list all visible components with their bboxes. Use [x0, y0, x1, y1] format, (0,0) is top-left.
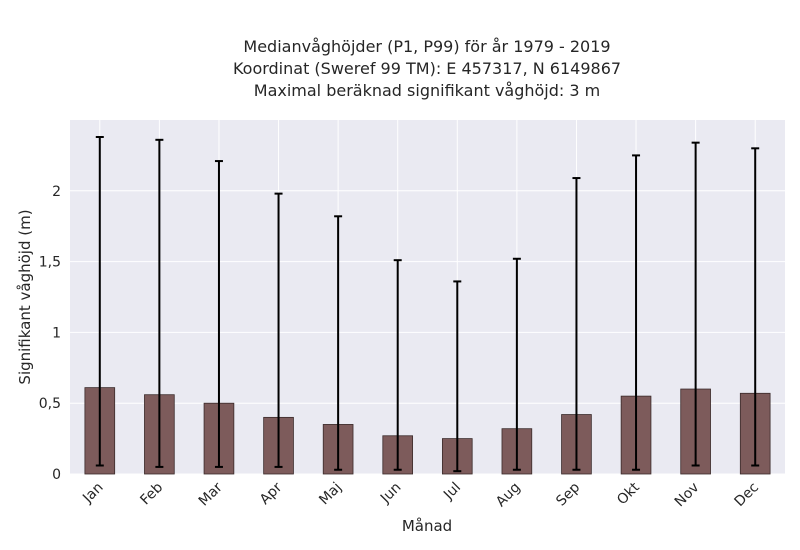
error-bar-jul — [453, 280, 462, 473]
x-tick-labels: Jan Feb Mar Apr Maj Jun Jul Aug Sep Okt Nov Dec — [79, 479, 762, 510]
x-tick-label: Okt — [614, 479, 643, 508]
error-bars — [95, 135, 760, 473]
x-tick-label: Jul — [440, 480, 464, 504]
error-bar-okt — [632, 154, 641, 471]
error-bar-mar — [214, 160, 223, 468]
title-line-2: Koordinat (Sweref 99 TM): E 457317, N 61… — [233, 59, 621, 78]
error-bar-maj — [334, 215, 343, 471]
x-tick-label: Mar — [196, 479, 226, 509]
error-bar-feb — [155, 138, 164, 468]
y-tick-label: 1,5 — [39, 255, 61, 271]
error-bar-jun — [393, 259, 402, 471]
error-bar-jan — [95, 135, 104, 467]
title-line-3: Maximal beräknad signifikant våghöjd: 3 … — [254, 81, 600, 100]
error-bar-dec — [751, 147, 760, 467]
y-tick-label: 2 — [52, 184, 61, 200]
x-tick-label: Nov — [672, 480, 703, 511]
x-tick-label: Jan — [79, 480, 106, 507]
x-tick-label: Sep — [553, 479, 583, 509]
chart-title: Medianvåghöjder (P1, P99) för år 1979 - … — [233, 37, 621, 100]
x-tick-label: Dec — [732, 480, 762, 510]
x-tick-label: Maj — [316, 480, 345, 509]
y-tick-label: 0,5 — [39, 396, 61, 412]
y-tick-labels: 0 0,5 1 1,5 2 — [39, 184, 61, 483]
title-line-1: Medianvåghöjder (P1, P99) för år 1979 - … — [243, 37, 610, 56]
plot-area — [70, 120, 785, 474]
error-bar-sep — [572, 177, 581, 471]
error-bar-apr — [274, 192, 283, 468]
x-tick-label: Jun — [377, 480, 404, 507]
error-bar-aug — [512, 257, 521, 471]
x-tick-label: Aug — [493, 480, 524, 511]
x-axis-label: Månad — [402, 517, 452, 535]
error-bar-nov — [691, 141, 700, 467]
y-tick-label: 0 — [52, 467, 61, 483]
y-axis-label: Signifikant våghöjd (m) — [16, 209, 34, 384]
x-tick-label: Apr — [257, 479, 286, 508]
x-tick-label: Feb — [137, 479, 166, 508]
y-tick-label: 1 — [52, 325, 61, 341]
